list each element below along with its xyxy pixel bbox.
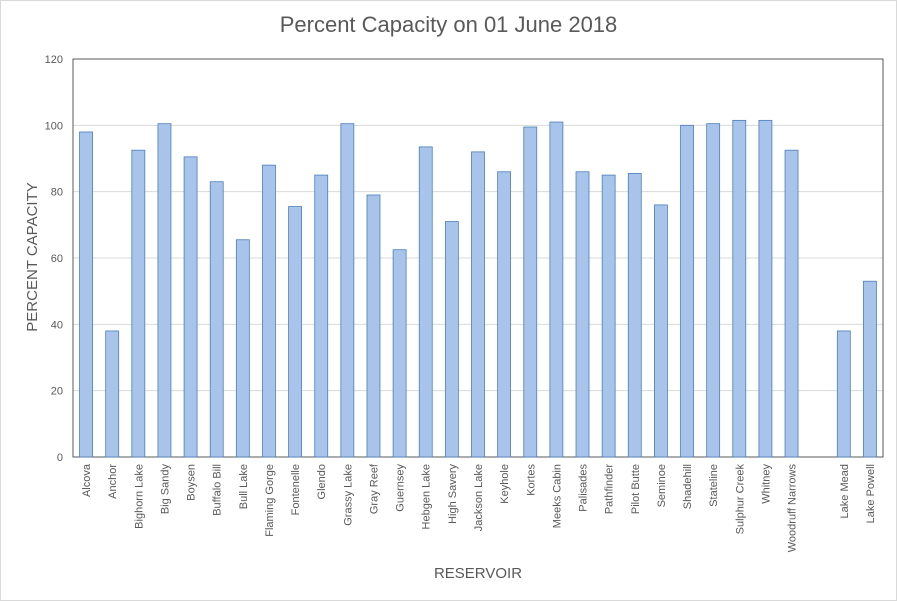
x-tick-label: Woodruff Narrows	[787, 464, 799, 553]
bar	[235, 239, 250, 458]
bar	[444, 221, 459, 458]
x-tick-label: Guernsey	[395, 464, 407, 512]
x-tick-label: Bighorn Lake	[133, 464, 145, 529]
bar	[209, 181, 224, 458]
x-tick-label: Jackson Lake	[473, 464, 485, 531]
bar	[627, 173, 642, 458]
x-tick-label: Anchor	[107, 464, 119, 499]
bar	[105, 330, 120, 458]
x-tick-label: Hebgen Lake	[421, 464, 433, 529]
bar	[262, 164, 276, 458]
bar	[392, 249, 407, 458]
bar	[340, 123, 355, 458]
bar	[706, 123, 721, 458]
bar	[732, 119, 747, 458]
bar	[471, 151, 485, 458]
x-tick-label: Palisades	[578, 464, 590, 512]
y-tick-label: 0	[57, 452, 63, 464]
y-tick-label: 60	[51, 253, 63, 265]
bar	[418, 146, 433, 458]
bar	[654, 204, 668, 458]
bar	[157, 123, 172, 458]
x-tick-label: Shadehill	[682, 464, 694, 509]
x-tick-label: Sulphur Creek	[734, 464, 746, 535]
bar	[863, 280, 877, 458]
x-tick-label: Seminoe	[656, 464, 668, 507]
y-tick-label: 120	[45, 54, 63, 66]
x-tick-label: Grassy Lake	[342, 464, 354, 526]
x-tick-label: Boysen	[186, 464, 198, 501]
x-tick-label: Pilot Butte	[630, 464, 642, 514]
x-tick-label: Fontenelle	[290, 464, 302, 515]
x-axis-label: RESERVOIR	[434, 565, 522, 582]
x-tick-labels: Alcova Anchor Bighorn Lake Big Sandy Boysen B…	[81, 463, 877, 552]
bar	[497, 171, 512, 458]
bar	[288, 206, 302, 458]
bar	[314, 174, 329, 458]
x-tick-label: Bull Lake	[238, 464, 250, 509]
x-tick-label: Glendo	[316, 464, 328, 499]
x-tick-label: Gray Reef	[368, 463, 380, 514]
x-tick-label: Meeks Cabin	[551, 464, 563, 528]
x-tick-label: High Savery	[447, 464, 459, 524]
y-tick-label: 80	[51, 187, 63, 199]
x-tick-label: Kortes	[525, 464, 537, 496]
y-tick-label: 20	[51, 386, 63, 398]
bar	[758, 119, 773, 458]
bar	[836, 330, 851, 458]
bar	[131, 149, 146, 458]
bar	[549, 121, 564, 458]
bar	[680, 124, 694, 458]
x-tick-label: Whitney	[760, 464, 772, 504]
y-tick-labels: 0 20 40 60 80 100 120	[45, 54, 63, 464]
y-tick-label: 40	[51, 319, 63, 331]
x-tick-label: Pathfinder	[604, 464, 616, 514]
bar	[784, 149, 799, 458]
chart-title: Percent Capacity on 01 June 2018	[279, 12, 618, 37]
x-tick-label: Keyhole	[499, 464, 511, 504]
x-tick-label: Big Sandy	[159, 464, 171, 515]
bar	[183, 156, 198, 458]
bar	[601, 174, 616, 458]
bar	[523, 126, 538, 458]
x-tick-label: Alcova	[81, 463, 93, 497]
x-tick-label: Buffalo Bill	[212, 464, 224, 516]
x-tick-label: Lake Mead	[839, 464, 851, 518]
bar	[575, 171, 590, 458]
bars	[79, 119, 877, 458]
bar	[79, 131, 93, 458]
bar	[366, 194, 381, 458]
y-tick-label: 100	[45, 120, 63, 132]
x-tick-label: Stateline	[708, 464, 720, 507]
x-tick-label: Lake Powell	[865, 464, 877, 523]
y-axis-label: PERCENT CAPACITY	[24, 182, 41, 331]
x-tick-label: Flaming Gorge	[264, 464, 276, 537]
